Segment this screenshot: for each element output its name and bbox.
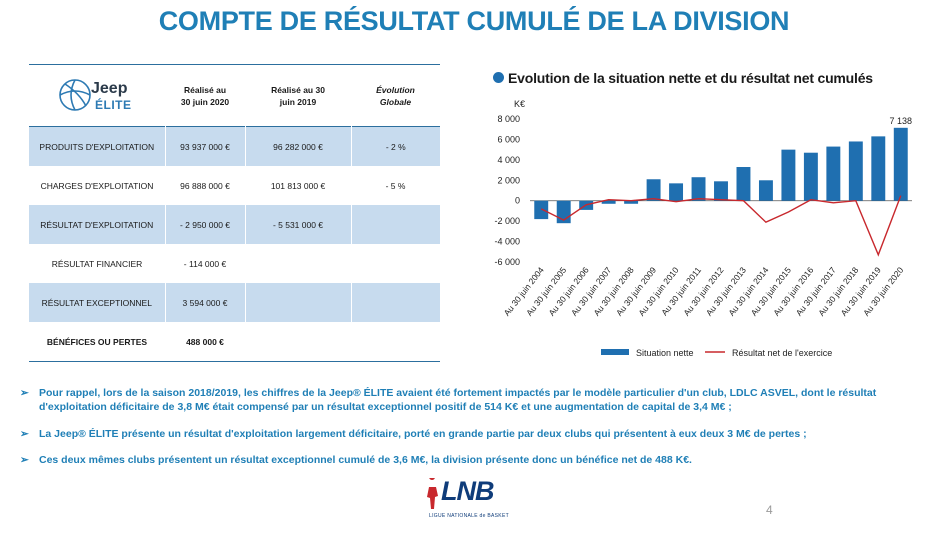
logo-brand: Jeep bbox=[91, 80, 128, 97]
jeep-elite-logo: Jeep ÉLITE bbox=[29, 65, 165, 127]
row-2019 bbox=[244, 283, 351, 322]
row-label: BÉNÉFICES OU PERTES bbox=[46, 336, 148, 347]
row-evol: - 2 % bbox=[350, 126, 440, 166]
row-evol bbox=[350, 205, 440, 244]
y-tick-label: 6 000 bbox=[497, 134, 520, 144]
row-evol bbox=[351, 244, 440, 283]
bar-situation-nette bbox=[848, 141, 863, 201]
row-label: CHARGES D'EXPLOITATION bbox=[40, 180, 154, 191]
y-tick-label: 4 000 bbox=[497, 155, 520, 165]
row-evol bbox=[351, 322, 440, 362]
header-2019: Réalisé au 30 juin 2019 bbox=[271, 84, 325, 107]
y-tick-label: 0 bbox=[515, 196, 520, 206]
arrow-bullet-icon: ➢ bbox=[20, 387, 29, 399]
bar-situation-nette bbox=[758, 180, 773, 201]
row-2019: - 5 531 000 € bbox=[244, 205, 351, 244]
bar-situation-nette bbox=[893, 127, 908, 201]
chart-title: Evolution de la situation nette et du ré… bbox=[508, 70, 873, 86]
table-header-row: Jeep ÉLITE Réalisé au 30 juin 2020 Réali… bbox=[29, 64, 440, 127]
row-evol bbox=[350, 283, 440, 322]
row-2020: 93 937 000 € bbox=[164, 126, 245, 166]
basketball-icon bbox=[493, 72, 504, 83]
bullet-list: ➢ Pour rappel, lors de la saison 2018/20… bbox=[20, 386, 930, 480]
arrow-bullet-icon: ➢ bbox=[20, 428, 29, 440]
legend-swatch-situation-nette bbox=[601, 349, 629, 355]
row-2020: - 2 950 000 € bbox=[164, 205, 245, 244]
arrow-bullet-icon: ➢ bbox=[20, 454, 29, 466]
bar-situation-nette bbox=[534, 200, 549, 220]
logo-sub: ÉLITE bbox=[95, 98, 132, 112]
page-number: 4 bbox=[766, 503, 773, 517]
bar-situation-nette bbox=[826, 146, 841, 201]
row-2020: 488 000 € bbox=[186, 336, 224, 347]
page-title: COMPTE DE RÉSULTAT CUMULÉ DE LA DIVISION bbox=[158, 6, 790, 36]
bar-situation-nette bbox=[601, 200, 616, 204]
data-label-last: 7 138 bbox=[889, 116, 912, 126]
legend-label-resultat-net: Résultat net de l'exercice bbox=[732, 348, 832, 358]
bullet-text: Ces deux mêmes clubs présentent un résul… bbox=[39, 454, 692, 466]
header-2020: Réalisé au 30 juin 2020 bbox=[180, 84, 230, 107]
bar-situation-nette bbox=[871, 136, 886, 201]
row-2020: - 114 000 € bbox=[183, 258, 227, 269]
bullet-text: Pour rappel, lors de la saison 2018/2019… bbox=[39, 387, 877, 413]
row-2019 bbox=[245, 322, 351, 362]
bar-situation-nette bbox=[714, 181, 728, 201]
bar-situation-nette bbox=[624, 200, 639, 204]
bar-situation-nette bbox=[646, 179, 661, 201]
y-tick-label: 2 000 bbox=[497, 175, 520, 185]
row-label: PRODUITS D'EXPLOITATION bbox=[29, 126, 165, 166]
bullet-item: ➢ La Jeep® ÉLITE présente un résultat d'… bbox=[20, 427, 930, 441]
row-2019: 101 813 000 € bbox=[270, 180, 326, 191]
y-axis-label: K€ bbox=[514, 99, 525, 109]
table-row: PRODUITS D'EXPLOITATION 93 937 000 € 96 … bbox=[29, 126, 440, 166]
line-resultat-net bbox=[540, 195, 902, 257]
table-row: BÉNÉFICES OU PERTES 488 000 € bbox=[29, 322, 440, 362]
player-silhouette-icon bbox=[427, 478, 438, 509]
table-row: RÉSULTAT EXCEPTIONNEL 3 594 000 € bbox=[29, 283, 440, 322]
table-row: RÉSULTAT FINANCIER - 114 000 € bbox=[29, 244, 440, 283]
bar-situation-nette bbox=[781, 149, 796, 201]
table-row: RÉSULTAT D'EXPLOITATION - 2 950 000 € - … bbox=[29, 205, 440, 244]
lnb-logo-sub: LIGUE NATIONALE de BASKET bbox=[429, 513, 509, 519]
lnb-logo-text: LNB bbox=[441, 476, 494, 506]
table-row: CHARGES D'EXPLOITATION 96 888 000 € 101 … bbox=[29, 166, 440, 205]
row-label: RÉSULTAT FINANCIER bbox=[51, 258, 143, 269]
row-2019 bbox=[245, 244, 351, 283]
row-2020: 3 594 000 € bbox=[164, 283, 245, 322]
y-tick-label: -6 000 bbox=[494, 257, 520, 267]
bullet-item: ➢ Pour rappel, lors de la saison 2018/20… bbox=[20, 386, 930, 414]
row-label: RÉSULTAT EXCEPTIONNEL bbox=[29, 283, 165, 322]
results-table: Jeep ÉLITE Réalisé au 30 juin 2020 Réali… bbox=[29, 64, 440, 362]
bar-situation-nette bbox=[691, 177, 706, 201]
chart: K€ 8 000 6 000 4 000 2 000 0 -2 000 -4 000 -6 00… bbox=[494, 99, 912, 358]
y-tick-label: 8 000 bbox=[497, 114, 520, 124]
row-label: RÉSULTAT D'EXPLOITATION bbox=[29, 205, 165, 244]
header-evolution: Évolution Globale bbox=[376, 84, 415, 107]
bullet-item: ➢ Ces deux mêmes clubs présentent un rés… bbox=[20, 453, 930, 467]
bullet-text: La Jeep® ÉLITE présente un résultat d'ex… bbox=[39, 428, 807, 440]
legend-label-situation-nette: Situation nette bbox=[636, 348, 694, 358]
bar-situation-nette bbox=[669, 183, 684, 201]
row-2020: 96 888 000 € bbox=[180, 180, 230, 191]
bar-situation-nette bbox=[803, 152, 818, 201]
bar-situation-nette bbox=[736, 167, 751, 201]
row-2019: 96 282 000 € bbox=[244, 126, 351, 166]
y-tick-label: -2 000 bbox=[494, 216, 520, 226]
row-evol: - 5 % bbox=[385, 180, 406, 191]
basketball-logo-icon bbox=[59, 79, 91, 111]
y-tick-label: -4 000 bbox=[494, 237, 520, 247]
